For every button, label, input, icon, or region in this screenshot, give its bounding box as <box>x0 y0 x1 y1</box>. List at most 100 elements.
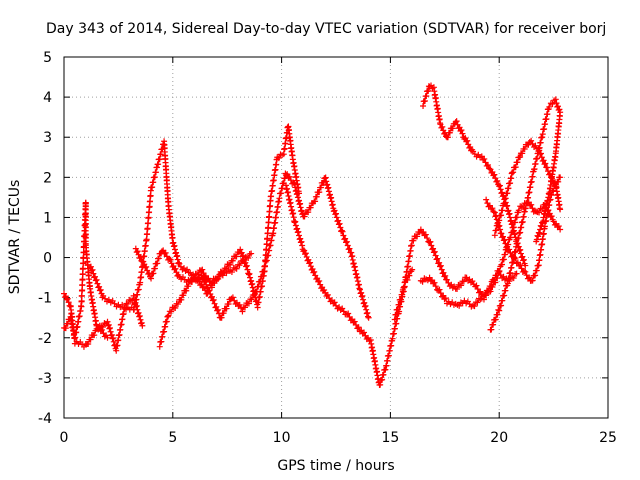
data-point-marker <box>248 250 255 257</box>
data-point-marker <box>333 214 340 221</box>
data-point-marker <box>506 246 513 253</box>
data-point-marker <box>93 276 100 283</box>
data-point-marker <box>336 220 343 227</box>
data-point-marker <box>227 261 234 268</box>
data-point-marker <box>305 209 312 216</box>
data-point-marker <box>208 293 215 300</box>
data-point-marker <box>237 246 244 253</box>
data-point-marker <box>529 277 536 284</box>
data-point-marker <box>496 182 503 189</box>
data-point-marker <box>432 283 439 290</box>
data-point-marker <box>458 127 465 134</box>
data-point-marker <box>292 218 299 225</box>
data-point-marker <box>544 164 551 171</box>
data-point-marker <box>169 234 176 241</box>
data-point-marker <box>216 273 223 280</box>
data-point-marker <box>512 164 519 171</box>
data-point-marker <box>194 277 201 284</box>
data-point-marker <box>185 283 192 290</box>
x-tick-label: 20 <box>490 430 508 446</box>
data-point-marker <box>139 322 146 329</box>
data-point-marker <box>363 306 370 313</box>
data-point-marker <box>499 207 506 214</box>
data-point-marker <box>167 256 174 263</box>
data-point-marker <box>497 226 504 233</box>
x-tick-label: 5 <box>168 430 177 446</box>
data-point-marker <box>491 232 498 239</box>
data-point-marker <box>290 179 297 186</box>
grid-lines <box>64 57 608 418</box>
data-point-marker <box>143 263 150 270</box>
data-point-marker <box>106 325 113 332</box>
data-point-marker <box>240 258 247 265</box>
y-tick-label: 3 <box>43 130 52 146</box>
x-tick-label: 10 <box>273 430 291 446</box>
data-point-marker <box>236 301 243 308</box>
data-point-marker <box>137 316 144 323</box>
data-point-marker <box>537 222 544 229</box>
data-point-marker <box>501 236 508 243</box>
data-point-marker <box>166 255 173 262</box>
data-point-marker <box>258 273 265 280</box>
data-point-marker <box>361 299 368 306</box>
data-point-marker <box>94 280 101 287</box>
data-point-marker <box>107 324 114 331</box>
data-point-marker <box>137 254 144 261</box>
data-point-marker <box>219 272 226 279</box>
data-point-marker <box>343 238 350 245</box>
data-point-marker <box>168 308 175 315</box>
data-point-marker <box>88 267 95 274</box>
data-point-marker <box>148 275 155 282</box>
data-point-marker <box>502 251 509 258</box>
data-point-marker <box>138 319 145 326</box>
data-point-marker <box>464 137 471 144</box>
data-point-marker <box>294 229 301 236</box>
data-point-marker <box>430 245 437 252</box>
data-point-marker <box>557 226 564 233</box>
y-tick-label: -4 <box>38 411 52 427</box>
y-tick-label: -1 <box>38 291 52 307</box>
data-point-marker <box>243 263 250 270</box>
data-point-marker <box>354 325 361 332</box>
data-point-marker <box>392 311 399 318</box>
y-tick-label: 1 <box>43 210 52 226</box>
data-point-marker <box>441 273 448 280</box>
data-point-marker <box>517 250 524 257</box>
data-point-marker <box>420 103 427 110</box>
data-point-marker <box>431 248 438 255</box>
y-axis-label: SDTVAR / TECUs <box>7 180 23 295</box>
data-point-marker <box>430 249 437 256</box>
data-point-marker <box>260 268 267 275</box>
data-point-marker <box>321 287 328 294</box>
data-point-marker <box>492 316 499 323</box>
x-tick-label: 0 <box>60 430 69 446</box>
data-point-marker <box>440 269 447 276</box>
data-point-marker <box>236 262 243 269</box>
data-point-marker <box>110 334 117 341</box>
data-point-marker <box>557 174 564 181</box>
data-point-marker <box>295 228 302 235</box>
data-point-marker <box>421 97 428 104</box>
data-point-marker <box>214 307 221 314</box>
data-point-marker <box>537 151 544 158</box>
data-point-marker <box>312 198 319 205</box>
data-point-marker <box>377 381 384 388</box>
data-point-marker <box>291 219 298 226</box>
data-point-marker <box>539 219 546 226</box>
data-point-marker <box>251 292 258 299</box>
data-point-marker <box>345 246 352 253</box>
series-track-1 <box>61 199 111 341</box>
data-point-marker <box>253 288 260 295</box>
axis-ticks: 0 5 10 15 20 25 -4 -3 -2 -1 0 1 2 3 4 5 <box>38 50 617 446</box>
data-point-marker <box>294 225 301 232</box>
data-point-marker <box>557 206 564 213</box>
data-point-marker <box>489 205 496 212</box>
data-point-marker <box>535 229 542 236</box>
data-point-marker <box>189 278 196 285</box>
data-point-marker <box>473 282 480 289</box>
data-point-marker <box>522 268 529 275</box>
data-point-marker <box>555 223 562 230</box>
data-point-marker <box>97 286 104 293</box>
data-point-marker <box>410 237 417 244</box>
data-point-marker <box>71 334 78 341</box>
